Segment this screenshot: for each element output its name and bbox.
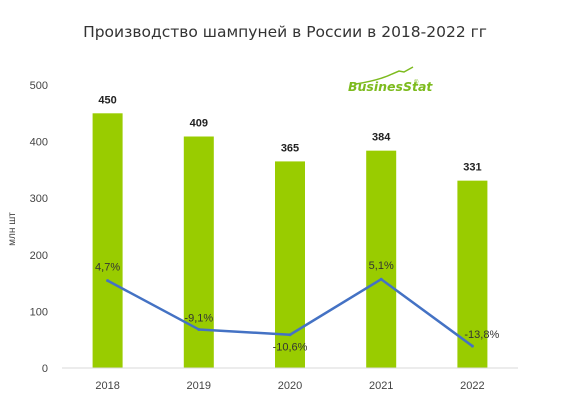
growth-labels: 4,7% -9,1% -10,6% 5,1% -13,8% [95,260,499,354]
growth-label: -9,1% [184,312,213,324]
y-tick-label: 200 [30,250,48,262]
growth-point [379,277,383,281]
y-tick-label: 300 [30,193,48,205]
growth-point [197,327,201,331]
x-axis-ticks: 2018 2019 2020 2021 2022 [95,380,484,392]
growth-line-group [106,277,474,348]
value-label: 409 [190,118,208,130]
x-tick-label: 2020 [278,380,302,392]
value-label: 450 [98,94,116,106]
x-tick-label: 2022 [460,380,484,392]
bar-2018 [92,113,123,368]
bar-2020 [275,161,305,368]
x-tick-label: 2021 [369,380,393,392]
logo-registered-mark: ® [414,79,419,86]
y-tick-label: 100 [30,306,48,318]
logo-text: BusinesStat [348,79,433,94]
value-labels: 450 409 365 384 331 [98,94,481,173]
growth-label: 4,7% [95,262,120,274]
growth-label: 5,1% [369,260,394,272]
value-label: 331 [463,162,481,174]
growth-point [288,333,292,337]
y-axis-ticks: 0 100 200 300 400 500 [30,80,48,375]
value-label: 365 [281,142,299,154]
value-label: 384 [372,132,391,144]
growth-point [106,279,110,283]
bar-2022 [457,180,488,368]
bar-2019 [183,136,214,368]
y-tick-label: 0 [42,363,48,375]
y-axis-label: млн шт [7,212,18,246]
y-tick-label: 500 [30,80,48,92]
businesstat-logo: BusinesStat ® [348,66,433,94]
growth-point [470,344,474,348]
rising-line-logo-icon [355,66,414,85]
bar-2021 [366,150,397,368]
x-tick-label: 2018 [95,380,119,392]
growth-label: -13,8% [464,329,499,341]
growth-label: -10,6% [273,342,308,354]
chart-title: Производство шампуней в России в 2018-20… [83,23,487,41]
bars [92,113,488,368]
x-tick-label: 2019 [187,380,211,392]
y-tick-label: 400 [30,137,48,149]
